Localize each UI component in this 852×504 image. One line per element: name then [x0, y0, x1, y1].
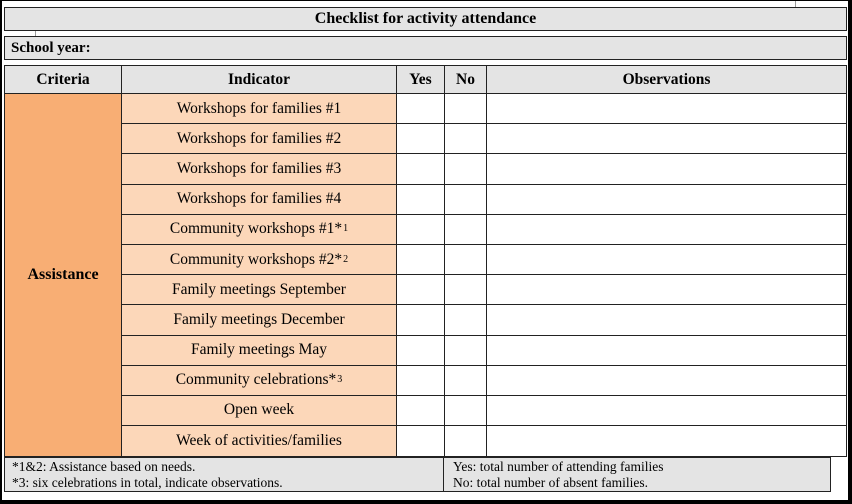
title-bar: Checklist for activity attendance	[4, 7, 847, 31]
column-header-indicator: Indicator	[122, 66, 397, 94]
indicator-cell: Workshops for families #1	[122, 94, 397, 125]
observations-cell[interactable]	[487, 305, 846, 336]
gridline-artifact	[35, 31, 36, 36]
top-margin	[2, 1, 848, 7]
no-cell[interactable]	[445, 395, 487, 427]
yes-cell[interactable]	[397, 154, 445, 185]
observations-cell[interactable]	[487, 244, 846, 276]
indicator-cell: Workshops for families #4	[122, 184, 397, 215]
footnotes-left: *1&2: Assistance based on needs. *3: six…	[5, 458, 444, 492]
observations-cell[interactable]	[487, 365, 846, 396]
column-header-yes: Yes	[397, 66, 445, 94]
yes-cell[interactable]	[397, 395, 445, 427]
indicator-cell: Family meetings May	[122, 335, 397, 366]
no-cell[interactable]	[445, 244, 487, 276]
column-header-observations: Observations	[487, 66, 846, 94]
yes-cell[interactable]	[397, 335, 445, 366]
observations-cell[interactable]	[487, 275, 846, 306]
observations-cell[interactable]	[487, 154, 846, 185]
yes-cell[interactable]	[397, 244, 445, 276]
footnote-line: *3: six celebrations in total, indicate …	[12, 475, 283, 491]
footnotes-right: Yes: total number of attending families …	[444, 458, 830, 491]
no-cell[interactable]	[445, 124, 487, 155]
observations-cell[interactable]	[487, 426, 846, 457]
indicator-cell: Workshops for families #2	[122, 124, 397, 155]
no-cell[interactable]	[445, 184, 487, 215]
yes-cell[interactable]	[397, 275, 445, 306]
indicator-cell: Family meetings September	[122, 275, 397, 306]
yes-cell[interactable]	[397, 124, 445, 155]
criteria-group-cell: Assistance	[5, 94, 122, 457]
observations-cell[interactable]	[487, 395, 846, 427]
yes-cell[interactable]	[397, 426, 445, 457]
yes-cell[interactable]	[397, 305, 445, 336]
no-cell[interactable]	[445, 335, 487, 366]
observations-cell[interactable]	[487, 184, 846, 215]
no-cell[interactable]	[445, 426, 487, 457]
footnotes-band: *1&2: Assistance based on needs. *3: six…	[4, 457, 831, 493]
indicator-cell: Open week	[122, 395, 397, 427]
observations-cell[interactable]	[487, 124, 846, 155]
observations-cell[interactable]	[487, 214, 846, 245]
gridline-artifact	[795, 1, 796, 7]
indicator-cell: Community workshops #1* 1	[122, 214, 397, 245]
footnote-line: Yes: total number of attending families	[453, 459, 664, 475]
row-gap	[2, 60, 848, 65]
no-cell[interactable]	[445, 275, 487, 306]
observations-cell[interactable]	[487, 335, 846, 366]
column-header-no: No	[445, 66, 487, 94]
yes-cell[interactable]	[397, 365, 445, 396]
indicator-cell: Workshops for families #3	[122, 154, 397, 185]
school-year-label: School year:	[11, 39, 91, 56]
no-cell[interactable]	[445, 94, 487, 125]
row-gap	[2, 31, 848, 36]
no-cell[interactable]	[445, 305, 487, 336]
no-cell[interactable]	[445, 214, 487, 245]
indicator-cell: Community celebrations* 3	[122, 365, 397, 396]
no-cell[interactable]	[445, 365, 487, 396]
no-cell[interactable]	[445, 154, 487, 185]
footnote-line: No: total number of absent families.	[453, 475, 648, 491]
observations-cell[interactable]	[487, 94, 846, 125]
yes-cell[interactable]	[397, 94, 445, 125]
indicator-cell: Family meetings December	[122, 305, 397, 336]
yes-cell[interactable]	[397, 214, 445, 245]
indicator-cell: Week of activities/families	[122, 426, 397, 457]
attendance-table: Criteria Indicator Yes No Observations A…	[4, 65, 847, 458]
indicator-cell: Community workshops #2* 2	[122, 244, 397, 276]
column-header-criteria: Criteria	[5, 66, 122, 94]
footnote-line: *1&2: Assistance based on needs.	[12, 459, 196, 475]
yes-cell[interactable]	[397, 184, 445, 215]
school-year-row[interactable]: School year:	[4, 36, 847, 60]
page-title: Checklist for activity attendance	[314, 10, 537, 27]
